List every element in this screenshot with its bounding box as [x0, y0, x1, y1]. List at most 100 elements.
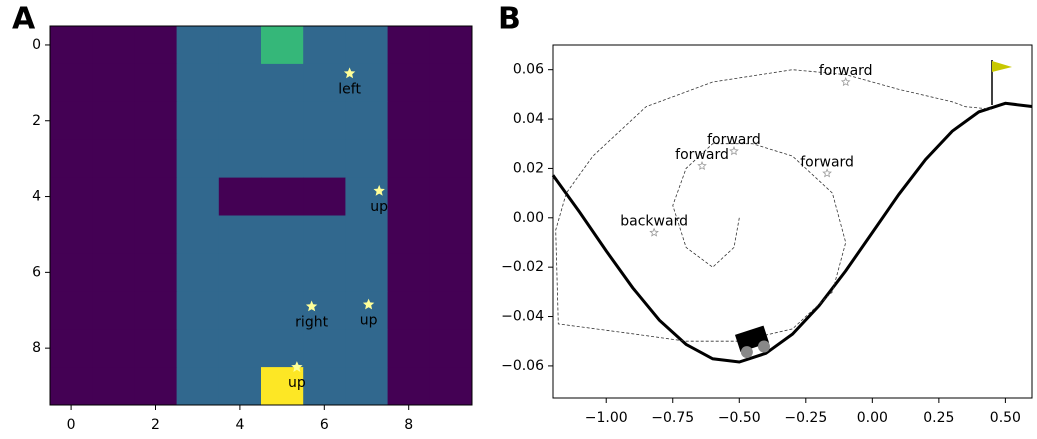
heatmap-cell	[387, 329, 431, 368]
heatmap-cell	[218, 253, 262, 292]
cart	[734, 325, 770, 359]
y-tick-label: −0.02	[501, 259, 544, 275]
heatmap-cell	[134, 253, 178, 292]
y-tick-label: 2	[32, 113, 41, 129]
heatmap-cell	[261, 329, 304, 368]
panel-a: 0 2 4 6 8 0 2 4 6 8 left up right up up	[32, 25, 473, 433]
heatmap-cell	[218, 329, 262, 368]
star-marker	[729, 146, 739, 156]
heatmap-cell	[429, 291, 473, 330]
heatmap-cell	[303, 26, 346, 65]
heatmap-cell	[261, 101, 304, 141]
heatmap-cell	[218, 139, 262, 179]
heatmap-cell	[134, 177, 178, 216]
heatmap-cell	[345, 139, 389, 179]
heatmap-cell	[429, 329, 473, 368]
heatmap-cell	[50, 291, 93, 330]
heatmap-cell	[176, 367, 220, 406]
heatmap-cell	[50, 215, 93, 254]
heatmap-cell	[176, 139, 220, 179]
heatmap-cell	[218, 101, 262, 141]
heatmap-cell	[387, 215, 431, 254]
heatmap-cell	[134, 291, 178, 330]
heatmap-cell	[50, 367, 93, 406]
annotation-label: forward	[675, 147, 729, 163]
x-tick-label: −1.00	[585, 410, 628, 426]
heatmap-cell	[303, 329, 346, 368]
heatmap-cell	[429, 367, 473, 406]
star-marker	[697, 160, 707, 171]
goal-flag	[991, 60, 1012, 105]
heatmap-cell	[134, 101, 178, 141]
star-marker	[373, 184, 385, 196]
heatmap-cell	[92, 215, 135, 254]
series-line	[551, 101, 1033, 364]
annotation-label: up	[360, 313, 378, 329]
heatmap-cell	[92, 291, 135, 330]
heatmap-cell	[92, 63, 135, 103]
heatmap-cell	[303, 253, 346, 292]
x-tick-label: 0.00	[857, 410, 888, 426]
annotation-label: left	[338, 81, 361, 97]
y-tick-label: 0.06	[513, 62, 544, 78]
heatmap-cell	[218, 367, 262, 406]
heatmap-cell	[92, 139, 135, 179]
annotation-label: forward	[707, 132, 761, 148]
heatmap-cell	[50, 253, 93, 292]
heatmap-cell	[429, 101, 473, 141]
heatmap-cell	[261, 177, 304, 216]
heatmap-cell	[387, 101, 431, 141]
heatmap-cell	[387, 26, 431, 65]
heatmap-cell	[218, 177, 262, 216]
x-tick-label: −0.25	[784, 410, 827, 426]
heatmap-cell	[345, 101, 389, 141]
heatmap-cell	[429, 26, 473, 65]
heatmap-cell	[134, 139, 178, 179]
series-line	[555, 69, 993, 342]
heatmap-cell	[345, 177, 389, 216]
y-tick-label: 6	[32, 264, 41, 280]
heatmap-cell	[345, 26, 389, 65]
heatmap-cell	[387, 253, 431, 292]
annotation-label: right	[295, 314, 328, 330]
annotation-label: backward	[620, 214, 688, 230]
heatmap-cell	[134, 367, 178, 406]
heatmap-cell	[176, 63, 220, 103]
heatmap-cell	[176, 329, 220, 368]
heatmap-cell	[176, 291, 220, 330]
heatmap-cell	[50, 63, 93, 103]
heatmap-cell	[134, 215, 178, 254]
heatmap-cell	[92, 329, 135, 368]
star-marker	[362, 298, 375, 310]
annotation-label: up	[370, 199, 388, 215]
heatmap-cell	[429, 139, 473, 179]
heatmap-cell	[429, 177, 473, 216]
heatmap-cell	[176, 215, 220, 254]
plot-frame	[552, 44, 1033, 399]
heatmap-cell	[261, 367, 304, 406]
heatmap-cell	[50, 177, 93, 216]
panel-label: A	[12, 2, 36, 37]
panel-label: B	[498, 2, 521, 37]
heatmap-cell	[50, 26, 93, 65]
x-tick-label: 0.50	[990, 410, 1021, 426]
heatmap-cell	[345, 63, 389, 103]
heatmap-cell	[176, 177, 220, 216]
y-tick-label: 0.04	[513, 111, 544, 127]
y-tick-label: −0.06	[501, 358, 544, 374]
heatmap-cell	[387, 291, 431, 330]
heatmap-cell	[134, 329, 178, 368]
annotation-label: forward	[800, 154, 854, 170]
annotation-label: forward	[819, 63, 873, 79]
x-tick-label: 8	[404, 417, 413, 433]
heatmap-cell	[387, 177, 431, 216]
heatmap-cell	[303, 215, 346, 254]
heatmap-cell	[176, 253, 220, 292]
heatmap-cell	[345, 253, 389, 292]
heatmap-cell	[176, 26, 220, 65]
star-marker	[343, 67, 356, 79]
heatmap-cell	[303, 367, 346, 406]
heatmap-cell	[92, 101, 135, 141]
heatmap-cell	[92, 253, 135, 292]
